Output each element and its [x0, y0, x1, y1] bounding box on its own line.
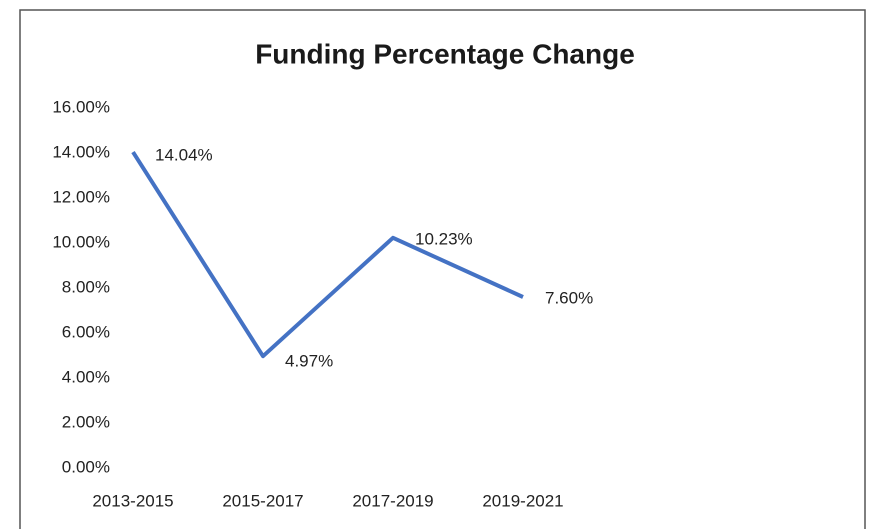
y-tick-label: 0.00%: [62, 457, 110, 476]
x-tick-label: 2013-2015: [92, 491, 173, 510]
x-tick-label: 2017-2019: [352, 491, 433, 510]
y-tick-label: 6.00%: [62, 322, 110, 341]
data-line: [131, 151, 524, 359]
y-tick-label: 4.00%: [62, 367, 110, 386]
y-tick-label: 8.00%: [62, 277, 110, 296]
data-label: 7.60%: [545, 288, 593, 307]
data-label: 14.04%: [155, 146, 213, 165]
chart-border: [19, 9, 866, 529]
y-tick-label: 12.00%: [52, 187, 110, 206]
y-tick-label: 10.00%: [52, 232, 110, 251]
y-tick-label: 14.00%: [52, 142, 110, 161]
data-label: 4.97%: [285, 352, 333, 371]
x-tick-label: 2019-2021: [482, 491, 563, 510]
data-label: 10.23%: [415, 229, 473, 248]
y-tick-label: 2.00%: [62, 412, 110, 431]
y-tick-label: 16.00%: [52, 97, 110, 116]
x-tick-label: 2015-2017: [222, 491, 303, 510]
chart-title: Funding Percentage Change: [255, 38, 635, 69]
